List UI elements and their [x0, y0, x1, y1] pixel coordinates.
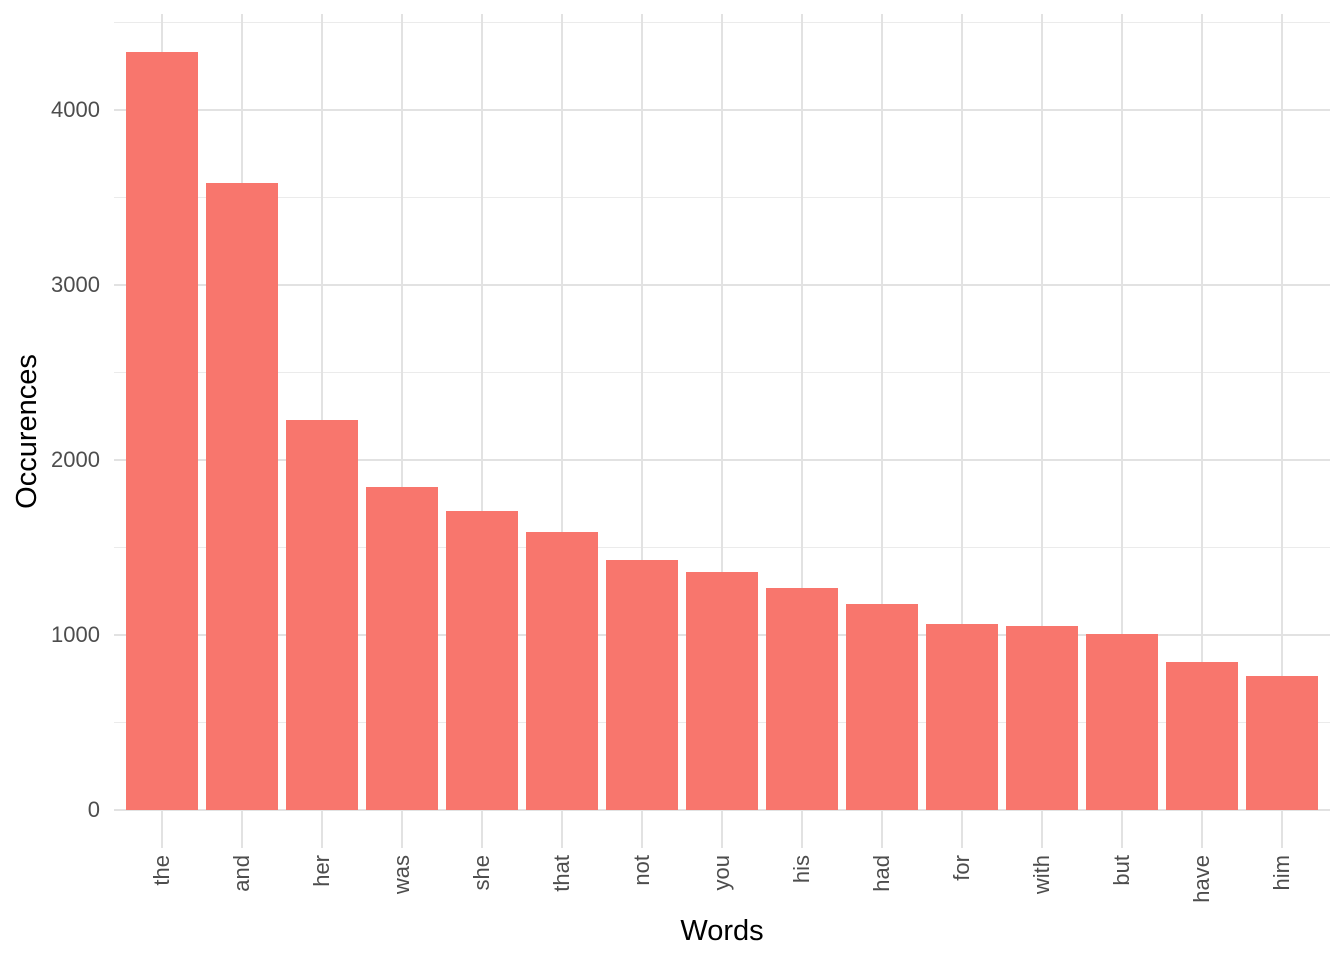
x-tick-label-she: she: [469, 855, 494, 891]
bar-was: [366, 487, 438, 810]
bar-but: [1086, 634, 1158, 810]
gridline-category-had: [881, 14, 883, 848]
bar-had: [846, 603, 918, 810]
bar-not: [606, 559, 678, 810]
gridline-category-not: [641, 14, 643, 848]
bar-have: [1166, 662, 1238, 810]
y-tick-label-0: 0: [87, 797, 100, 822]
x-tick-label-her: her: [309, 855, 334, 887]
gridline-category-you: [721, 14, 723, 848]
gridline-category-for: [961, 14, 963, 848]
x-tick-label-with: with: [1029, 855, 1054, 895]
x-tick-label-but: but: [1109, 855, 1134, 886]
bar-and: [206, 182, 278, 810]
bar-that: [526, 531, 598, 810]
gridline-category-she: [481, 14, 483, 848]
y-axis-title-text: Occurences: [10, 353, 43, 509]
y-tick-label-3000: 3000: [51, 272, 100, 297]
y-tick-label-1000: 1000: [51, 622, 100, 647]
gridline-category-was: [401, 14, 403, 848]
x-tick-label-the: the: [149, 855, 174, 886]
bar-with: [1006, 626, 1078, 810]
x-tick-label-him: him: [1269, 855, 1294, 891]
x-tick-label-his: his: [789, 855, 814, 884]
plot-panel: [114, 14, 1330, 848]
gridline-category-his: [801, 14, 803, 848]
x-tick-label-and: and: [229, 855, 254, 892]
x-tick-label-have: have: [1189, 855, 1214, 903]
y-axis-title: Occurences: [0, 14, 54, 848]
x-tick-label-had: had: [869, 855, 894, 892]
y-tick-label-2000: 2000: [51, 447, 100, 472]
gridline-category-but: [1121, 14, 1123, 848]
bar-her: [286, 419, 358, 810]
y-tick-label-4000: 4000: [51, 97, 100, 122]
bar-for: [926, 623, 998, 810]
x-tick-label-for: for: [949, 855, 974, 881]
gridline-category-have: [1201, 14, 1203, 848]
bar-his: [766, 587, 838, 810]
bar-the: [126, 52, 198, 810]
x-tick-label-that: that: [549, 855, 574, 892]
x-tick-label-not: not: [629, 855, 654, 886]
x-tick-label-you: you: [709, 855, 734, 891]
gridline-category-that: [561, 14, 563, 848]
bar-she: [446, 510, 518, 810]
x-axis-title: Words: [680, 915, 764, 947]
x-tick-label-was: was: [389, 855, 414, 895]
bar-you: [686, 572, 758, 810]
gridline-category-with: [1041, 14, 1043, 848]
bar-him: [1246, 676, 1318, 810]
gridline-category-him: [1281, 14, 1283, 848]
